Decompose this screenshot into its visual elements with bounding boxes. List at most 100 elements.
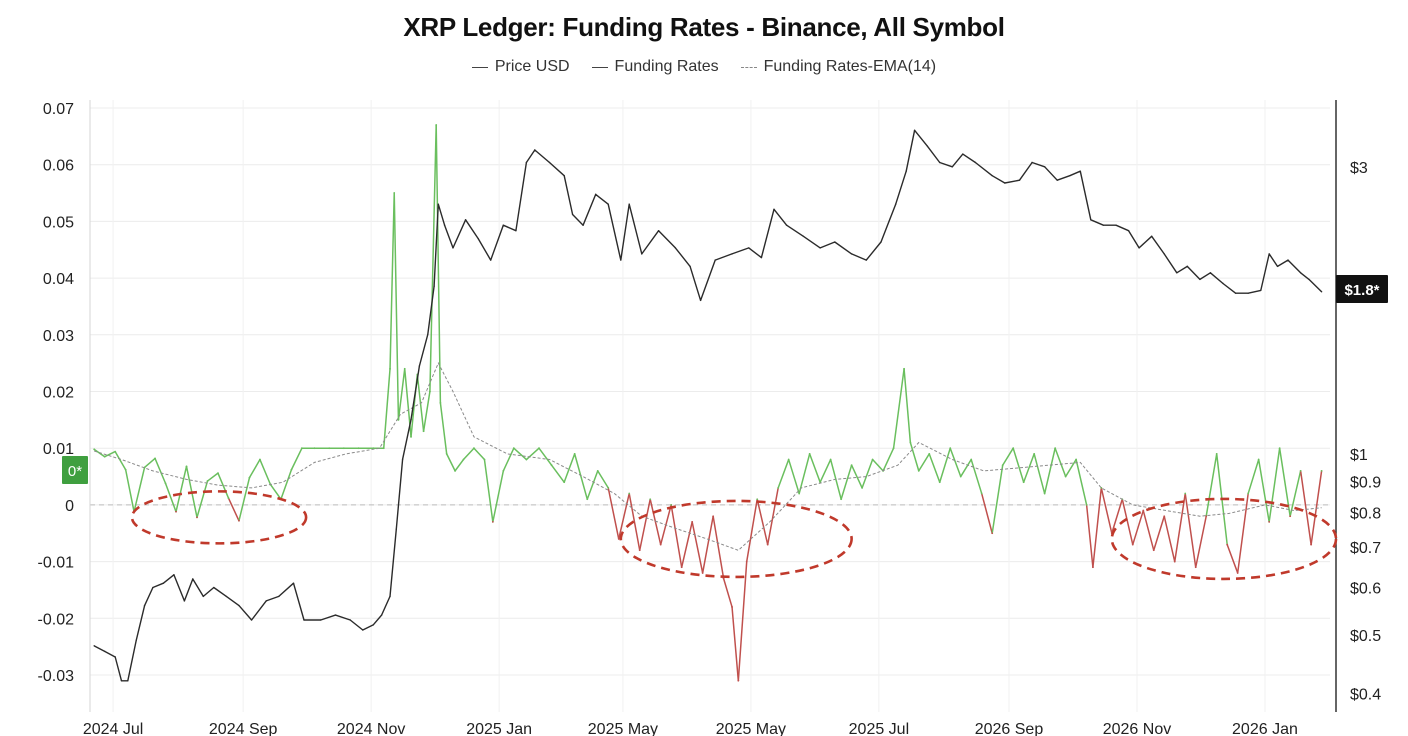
- funding-rate-segment: [502, 447, 515, 472]
- y-axis-left: 0.07 0.06 0.05 0.04 0.03 0.02 0.01 0 -0.01 -0.02 -…: [38, 100, 91, 712]
- funding-rate-segment: [1257, 458, 1270, 523]
- funding-rate-point: [928, 452, 931, 455]
- funding-rate-point: [1064, 475, 1067, 478]
- funding-rate-point: [909, 441, 912, 444]
- x-tick-label: 2024 Sep: [209, 721, 278, 736]
- legend-item-ema[interactable]: Funding Rates-EMA(14): [740, 58, 936, 76]
- funding-rate-segment: [429, 124, 437, 393]
- funding-rate-point: [1299, 469, 1302, 472]
- funding-rate-segment: [1268, 447, 1281, 523]
- funding-rate-segment: [731, 606, 740, 682]
- funding-rate-point: [473, 447, 475, 450]
- price-point: [1209, 272, 1212, 274]
- funding-rate-segment: [861, 458, 874, 489]
- price-point: [202, 595, 204, 598]
- funding-rate-point: [892, 447, 895, 450]
- price-point: [1268, 253, 1270, 255]
- legend-item-funding[interactable]: Funding Rates: [591, 58, 719, 76]
- price-point: [1138, 247, 1140, 249]
- funding-rate-point: [1012, 447, 1015, 450]
- funding-rate-segment: [892, 368, 905, 449]
- legend-item-price[interactable]: Price USD: [471, 58, 570, 76]
- price-point: [939, 161, 941, 164]
- price-point: [951, 166, 954, 168]
- funding-rate-segment: [1236, 492, 1249, 574]
- funding-rate-point: [1268, 521, 1271, 523]
- price-point: [880, 241, 882, 243]
- funding-rate-segment: [586, 470, 599, 500]
- price-badge: $1.8*: [1344, 282, 1379, 299]
- price-point: [238, 604, 240, 607]
- price-point: [278, 595, 280, 598]
- funding-rate-point: [798, 492, 801, 495]
- funding-rate-segment: [777, 458, 790, 489]
- price-point: [401, 458, 404, 460]
- legend-label-price: Price USD: [494, 58, 570, 75]
- funding-rate-point: [903, 367, 905, 370]
- legend-swatch-funding: [591, 66, 608, 68]
- funding-rate-point: [238, 519, 240, 522]
- funding-rate-segment: [970, 458, 983, 495]
- funding-rate-segment: [454, 458, 465, 472]
- x-tick-label: 2026 Sep: [975, 721, 1044, 736]
- funding-rate-segment: [259, 458, 272, 486]
- funding-rate-point: [196, 516, 198, 519]
- price-point: [819, 247, 821, 249]
- price-point: [120, 680, 123, 682]
- funding-rate-point: [342, 447, 345, 450]
- funding-rate-segment: [1153, 515, 1165, 552]
- price-point: [303, 619, 305, 621]
- price-point: [418, 365, 421, 367]
- price-point: [1004, 182, 1006, 184]
- price-point: [515, 229, 517, 232]
- funding-rate-point: [617, 538, 620, 540]
- funding-rate-segment: [435, 124, 442, 404]
- funding-rate-point: [680, 566, 683, 569]
- funding-rate-point: [397, 418, 400, 421]
- price-point: [1069, 174, 1071, 177]
- funding-rate-point: [850, 464, 853, 467]
- funding-rate-point: [124, 468, 127, 471]
- price-point: [1260, 289, 1262, 292]
- funding-rate-point: [938, 481, 941, 484]
- funding-rate-segment: [1226, 543, 1239, 574]
- price-point: [834, 241, 836, 243]
- price-point: [192, 578, 194, 580]
- price-point: [548, 161, 551, 164]
- funding-rate-point: [382, 447, 385, 450]
- funding-rate-point: [1131, 543, 1134, 546]
- funding-rate-segment: [462, 447, 475, 461]
- funding-rate-point: [313, 447, 316, 450]
- price-point: [362, 629, 364, 631]
- funding-rate-segment: [550, 464, 565, 483]
- funding-rate-segment: [114, 450, 127, 471]
- funding-rate-segment: [596, 470, 609, 489]
- funding-rate-point: [917, 469, 920, 472]
- price-point: [265, 600, 267, 602]
- funding-rate-point: [1184, 492, 1187, 495]
- price-point: [926, 145, 928, 147]
- price-point: [1079, 170, 1082, 172]
- funding-rate-segment: [798, 453, 811, 495]
- price-point: [1163, 253, 1165, 255]
- funding-rate-point: [1033, 452, 1036, 455]
- grid: [90, 100, 1330, 712]
- legend: Price USD Funding Rates Funding Rates-EM…: [0, 58, 1408, 76]
- funding-rate-point: [1278, 447, 1281, 450]
- funding-rate-point: [1092, 566, 1094, 569]
- y-right-tick-label: $0.4: [1350, 687, 1381, 704]
- funding-rate-segment: [217, 472, 230, 499]
- funding-rate-segment: [1022, 453, 1035, 483]
- funding-rate-point: [1173, 560, 1176, 563]
- zero-badge: 0*: [68, 463, 82, 480]
- price-point: [127, 680, 129, 682]
- funding-rate-segment: [124, 468, 135, 513]
- funding-rate-segment: [382, 368, 391, 449]
- price-badge-bg: [1336, 275, 1388, 303]
- x-tick-label: 2025 May: [716, 721, 786, 736]
- funding-rate-point: [691, 521, 694, 523]
- funding-rate-point: [259, 458, 261, 461]
- funding-rate-point: [1163, 515, 1166, 518]
- funding-rate-point: [712, 515, 715, 518]
